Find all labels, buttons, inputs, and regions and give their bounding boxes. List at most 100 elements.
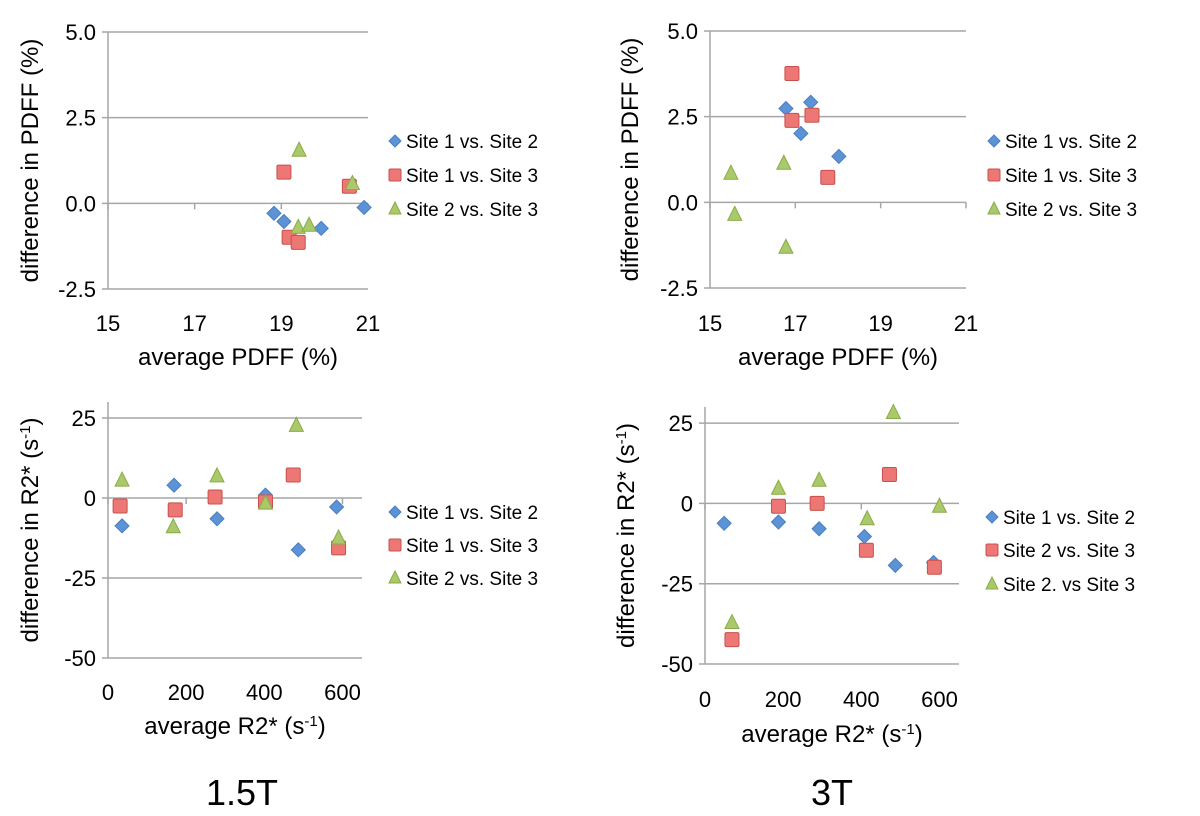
legend-square-icon <box>985 543 999 557</box>
data-point-diamond <box>356 199 372 216</box>
data-point-square <box>167 502 183 518</box>
y-tick-label: 5.0 <box>65 20 96 45</box>
panel-label-3t: 3T <box>811 772 853 813</box>
data-point-triangle <box>257 494 274 510</box>
data-point-square <box>820 169 836 185</box>
y-tick-label: 0.0 <box>65 191 96 216</box>
legend-entry-label: Site 1 vs. Site 3 <box>406 166 538 187</box>
legend-diamond-icon <box>985 510 999 524</box>
y-tick-label: -25 <box>661 572 693 597</box>
y-tick-label: 0 <box>681 491 693 516</box>
data-point-diamond <box>856 528 873 545</box>
data-point-triangle <box>291 141 307 157</box>
data-point-square <box>784 112 800 128</box>
x-tick-label: 200 <box>168 680 205 705</box>
x-tick-label: 17 <box>783 311 807 336</box>
y-axis-title: difference in R2* (s-1) <box>17 417 45 642</box>
data-point-square <box>809 495 825 511</box>
y-tick-label: 25 <box>72 406 96 431</box>
data-point-diamond <box>114 518 130 534</box>
legend-triangle-icon <box>388 569 402 584</box>
legend-diamond-icon <box>388 505 402 519</box>
legend-entry-label: Site 2 vs. Site 3 <box>406 200 538 221</box>
legend-entry-label: Site 1 vs. Site 2 <box>1005 132 1137 153</box>
y-tick-label: -25 <box>64 566 96 591</box>
x-tick-label: 15 <box>698 311 722 336</box>
data-point-triangle <box>344 174 361 190</box>
data-point-triangle <box>288 416 305 432</box>
data-point-triangle <box>885 403 902 419</box>
x-tick-label: 400 <box>246 680 283 705</box>
legend: Site 1 vs. Site 2 Site 1 vs. Site 3 Site 2… <box>388 503 538 590</box>
legend-triangle-icon <box>388 200 402 215</box>
legend-entry-label: Site 1 vs. Site 3 <box>406 536 538 557</box>
data-point-diamond <box>831 148 847 165</box>
data-point-triangle <box>209 466 225 483</box>
data-point-triangle <box>301 216 317 232</box>
legend-entry-label: Site 1 vs. Site 2 <box>406 132 538 153</box>
data-point-diamond <box>266 205 282 221</box>
data-point-square <box>724 632 740 648</box>
x-axis-title: average PDFF (%) <box>138 344 338 371</box>
data-point-square <box>207 489 223 505</box>
y-tick-label: -2.5 <box>660 276 698 301</box>
x-tick-label: 600 <box>921 687 958 712</box>
chart-r2star-1-5t: -50 -25 0 25 0 200 400 600 average R2* (s-1) diff… <box>17 402 538 740</box>
data-point-triangle <box>859 509 875 526</box>
y-tick-label: -50 <box>64 646 96 671</box>
data-point-triangle <box>776 154 792 170</box>
panel-label-1-5t: 1.5T <box>206 772 278 813</box>
y-axis-title: difference in PDFF (%) <box>617 38 644 282</box>
legend-entry-label: Site 1 vs. Site 3 <box>1005 166 1137 187</box>
data-point-diamond <box>313 220 329 237</box>
y-tick-label: 25 <box>669 411 693 436</box>
x-tick-label: 400 <box>843 687 880 712</box>
legend-triangle-icon <box>987 200 1001 215</box>
data-point-diamond <box>209 511 225 527</box>
y-axis-title: difference in R2* (s-1) <box>613 423 641 648</box>
legend-triangle-icon <box>985 575 999 590</box>
data-point-diamond <box>887 557 904 574</box>
data-point-diamond <box>276 213 292 230</box>
y-tick-label: 5.0 <box>667 19 698 44</box>
legend-square-icon <box>987 168 1001 182</box>
x-axis-title: average PDFF (%) <box>738 344 938 371</box>
data-point-diamond <box>770 514 787 530</box>
data-point-square <box>285 467 301 483</box>
data-point-triangle <box>931 497 948 513</box>
x-tick-label: 19 <box>269 311 293 336</box>
data-point-triangle <box>778 238 794 254</box>
data-point-diamond <box>328 499 345 515</box>
data-point-square <box>784 65 800 81</box>
x-tick-label: 17 <box>182 311 206 336</box>
x-tick-label: 200 <box>765 687 802 712</box>
legend-entry-label: Site 2 vs. Site 3 <box>406 569 538 590</box>
x-tick-label: 600 <box>324 680 361 705</box>
data-point-square <box>804 107 820 123</box>
data-point-triangle <box>723 164 739 180</box>
data-point-square <box>881 466 897 482</box>
data-point-diamond <box>716 515 732 531</box>
legend-entry-label: Site 1 vs. Site 2 <box>406 503 538 524</box>
legend-square-icon <box>388 538 402 552</box>
y-tick-label: 0 <box>84 486 96 511</box>
chart-r2star-3t: -50 -25 0 25 0 200 400 600 average R2* (s-1) diff… <box>613 403 1135 748</box>
y-tick-label: -2.5 <box>58 277 96 302</box>
data-point-diamond <box>166 477 182 493</box>
legend-entry-label: Site 2 vs. Site 3 <box>1005 200 1137 221</box>
x-tick-label: 15 <box>96 311 120 336</box>
y-tick-label: -50 <box>661 652 693 677</box>
data-point-square <box>276 164 292 180</box>
data-point-diamond <box>811 521 827 537</box>
legend-entry-label: Site 1 vs. Site 2 <box>1003 508 1135 529</box>
x-tick-label: 21 <box>954 311 978 336</box>
data-point-diamond <box>793 125 809 142</box>
data-point-diamond <box>290 542 307 558</box>
x-tick-label: 21 <box>356 311 380 336</box>
data-point-triangle <box>165 517 182 534</box>
y-tick-label: 0.0 <box>667 190 698 215</box>
data-point-triangle <box>726 205 743 221</box>
legend-entry-label: Site 2 vs. Site 3 <box>1003 541 1135 562</box>
data-point-square <box>290 234 306 250</box>
